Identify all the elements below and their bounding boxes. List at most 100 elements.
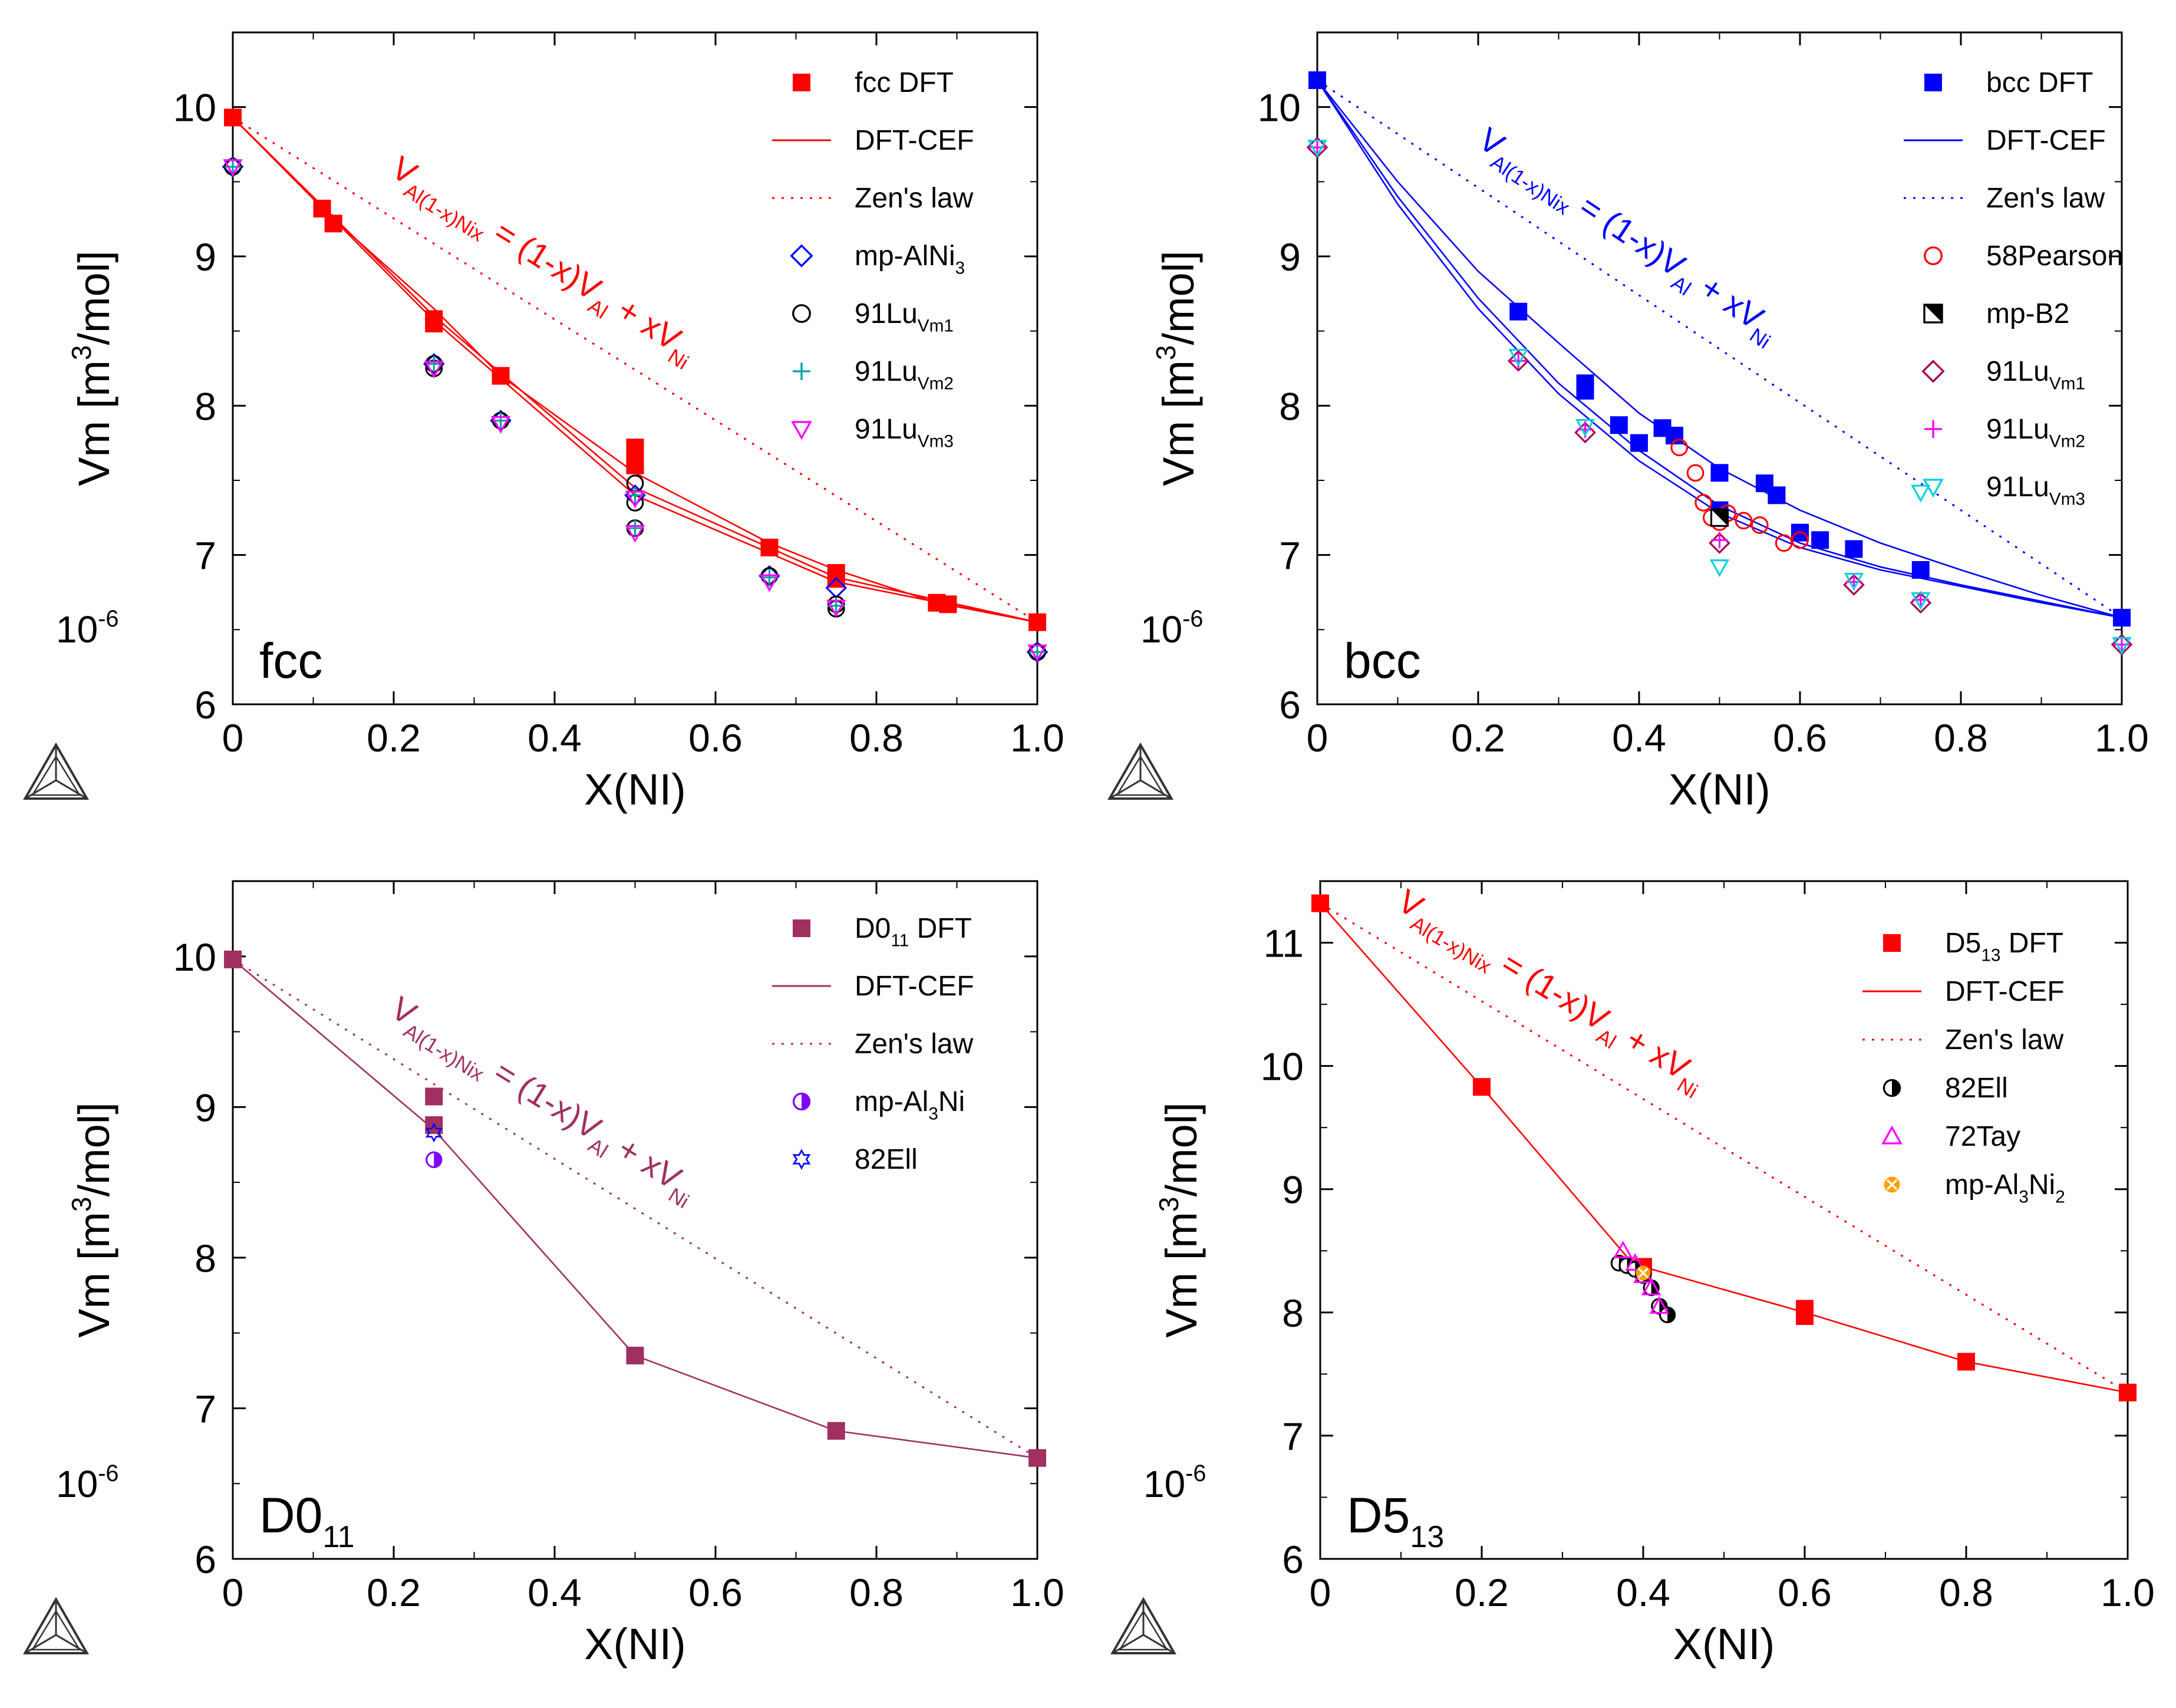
marker-fill <box>1892 1080 1900 1096</box>
logo-spokes <box>24 1599 88 1654</box>
marker-shape <box>793 74 810 91</box>
marker-shape <box>1508 348 1528 367</box>
y-tick-label: 10 <box>173 935 216 979</box>
marker-shape <box>426 355 443 372</box>
x-tick-label: 0.4 <box>527 716 582 760</box>
point-bcc-dft <box>1811 531 1829 549</box>
point-58pearson <box>1791 531 1809 549</box>
panel-label: D011 <box>259 1488 354 1554</box>
x-tick-label: 0.6 <box>1773 716 1827 760</box>
marker-shape <box>792 1149 811 1170</box>
marker-shape <box>627 520 644 537</box>
legend-label: DFT-CEF <box>855 125 974 156</box>
legend-label: 91LuVm2 <box>855 356 954 393</box>
point-d5-dft <box>1311 894 1329 912</box>
marker-shape <box>1575 419 1595 437</box>
marker-shape <box>626 1347 644 1364</box>
legend-label: D513 DFT <box>1945 928 2063 965</box>
marker-shape <box>2113 609 2131 627</box>
y-axis-label: Vm [m3/mol] <box>66 1102 118 1338</box>
logo-inner <box>31 1610 81 1651</box>
marker-shape <box>1796 1307 1814 1325</box>
marker-shape <box>1911 592 1931 610</box>
y-tick-label: 9 <box>194 1086 216 1129</box>
legend-marker-icon <box>1883 934 1901 952</box>
point-d5-dft <box>1796 1307 1814 1325</box>
point-91lu-vm3 <box>2112 637 2132 655</box>
marker-shape <box>1711 532 1728 549</box>
x-tick-label: 0 <box>1310 1571 1331 1614</box>
x-axis-label: X(NI) <box>1673 1620 1775 1669</box>
marker-shape <box>1844 572 1864 591</box>
point-58pearson <box>1750 516 1769 534</box>
marker-shape <box>1883 934 1901 952</box>
point-91lu-vm3 <box>424 361 444 379</box>
legend-marker-icon <box>1924 420 1942 438</box>
marker-shape <box>424 361 444 379</box>
point-58pearson <box>1775 534 1793 552</box>
x-tick-label: 0.2 <box>367 1571 421 1614</box>
panel-d011: 0 0.2 0.4 0.6 0.8 1.0 6 7 8 9 10 X(NI) Vm [m3/mol] 10… <box>56 880 1064 1669</box>
legend-marker-icon <box>1884 1176 1900 1193</box>
marker-shape <box>625 525 645 543</box>
point-91lu-vm3 <box>1508 348 1528 367</box>
x-tick-label: 0 <box>1307 716 1328 760</box>
logo-outline <box>1110 1597 1176 1654</box>
marker-fill <box>1924 305 1942 322</box>
marker-shape <box>760 539 779 556</box>
legend-label: mp-AlNi3 <box>855 240 965 278</box>
point-fcc-dft <box>313 199 331 217</box>
legend-marker-icon <box>1924 74 1942 91</box>
y-tick-label: 8 <box>1279 384 1301 428</box>
marker-fill <box>1667 1307 1675 1323</box>
point-82ell <box>425 1123 443 1143</box>
marker-shape <box>1709 559 1730 578</box>
thermo-logo-icon-bcc <box>1107 742 1173 800</box>
marker-shape <box>793 919 810 937</box>
logo-inner <box>1115 755 1166 796</box>
marker-shape <box>1311 894 1329 912</box>
point-82ell <box>1659 1306 1676 1324</box>
point-72tay <box>1649 1296 1670 1314</box>
point-bcc-dft <box>1509 302 1528 321</box>
y-tick-label: 6 <box>194 1538 216 1581</box>
marker-shape <box>1911 484 1931 503</box>
point-91lu-vm3 <box>1911 484 1931 503</box>
legend-marker-icon <box>1881 1125 1903 1145</box>
y-tick-label: 8 <box>1282 1291 1304 1335</box>
x-tick-label: 0.4 <box>1612 716 1666 760</box>
marker-shape <box>1509 302 1528 321</box>
legend-label: DFT-CEF <box>1945 976 2065 1007</box>
y-tick-label: 9 <box>194 235 216 279</box>
legend-label: mp-Al3Ni <box>855 1086 965 1123</box>
panel-bcc: 0 0.2 0.4 0.6 0.8 1.0 6 7 8 9 10 X(NI) Vm [m3/mol] 10… <box>1140 31 2149 814</box>
legend-label: Zen's law <box>855 1028 974 1060</box>
logo-outline <box>1107 742 1173 800</box>
marker-fill <box>434 1152 441 1168</box>
marker-shape <box>1307 140 1327 158</box>
zens-law-annotation: VAl(1-x)Nix = (1-x)VAl + xVNi <box>381 149 704 374</box>
line-zen-s-law <box>1317 79 2122 619</box>
x-tick-label: 0.6 <box>1778 1571 1832 1614</box>
legend-label: 91LuVm3 <box>1986 471 2085 509</box>
marker-shape <box>1775 534 1793 552</box>
marker-shape <box>1924 420 1942 438</box>
y-axis-label: Vm [m3/mol] <box>1150 250 1203 486</box>
marker-shape <box>1473 1078 1491 1096</box>
marker-shape <box>625 490 645 509</box>
x-tick-label: 0.8 <box>849 716 904 760</box>
point-72tay <box>1613 1241 1633 1259</box>
legend-label: fcc DFT <box>855 67 954 98</box>
legend-marker-icon <box>793 74 810 91</box>
thermo-logo-icon-d011 <box>23 1597 89 1654</box>
marker-shape <box>2112 637 2132 655</box>
y-tick-label: 8 <box>194 1237 216 1280</box>
point-d0-dft <box>224 950 242 968</box>
marker-shape <box>1735 512 1753 530</box>
point-91lu-vm3 <box>1709 559 1730 578</box>
legend-label: DFT-CEF <box>1986 125 2106 156</box>
marker-shape <box>224 108 242 127</box>
marker-shape <box>1845 540 1863 558</box>
marker-shape <box>1957 1353 1975 1371</box>
